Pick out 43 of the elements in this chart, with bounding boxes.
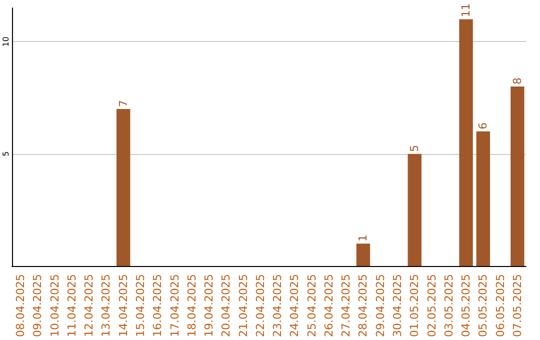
x-tick-label: 15.04.2025 bbox=[134, 274, 147, 338]
bar bbox=[459, 19, 473, 266]
x-tick-label: 25.04.2025 bbox=[305, 274, 318, 338]
x-tick-label: 17.04.2025 bbox=[168, 274, 182, 338]
x-tick-label: 09.04.2025 bbox=[31, 274, 44, 338]
x-tick-label: 11.04.2025 bbox=[65, 274, 78, 338]
data-label: 5 bbox=[408, 144, 422, 152]
bar bbox=[408, 154, 422, 266]
x-tick-label: 18.04.2025 bbox=[185, 274, 198, 338]
data-label: 7 bbox=[116, 100, 130, 107]
bar bbox=[476, 131, 490, 266]
x-tick-label: 24.04.2025 bbox=[288, 274, 302, 338]
data-label: 11 bbox=[460, 3, 473, 18]
x-tick-label: 20.04.2025 bbox=[220, 274, 233, 338]
x-tick-label: 28.04.2025 bbox=[356, 274, 370, 338]
bar bbox=[116, 108, 130, 266]
x-tick-label: 13.04.2025 bbox=[100, 274, 113, 338]
data-label: 8 bbox=[510, 78, 524, 85]
x-tick-label: 01.05.2025 bbox=[408, 274, 422, 338]
x-tick-label: 02.05.2025 bbox=[425, 274, 438, 338]
x-tick-label: 22.04.2025 bbox=[254, 274, 267, 338]
x-tick-label: 19.04.2025 bbox=[202, 274, 216, 338]
x-tick-label: 16.04.2025 bbox=[151, 274, 164, 338]
data-label: 1 bbox=[356, 234, 370, 242]
x-tick-label: 30.04.2025 bbox=[391, 274, 404, 338]
x-tick-label: 29.04.2025 bbox=[374, 274, 387, 338]
x-tick-label: 27.04.2025 bbox=[340, 274, 353, 338]
bar bbox=[510, 86, 524, 266]
x-tick-label: 14.04.2025 bbox=[116, 274, 130, 338]
x-tick-label: 04.05.2025 bbox=[460, 274, 473, 338]
x-tick-label: 06.05.2025 bbox=[494, 274, 507, 338]
x-tick-label: 26.04.2025 bbox=[322, 274, 336, 338]
x-tick-label: 10.04.2025 bbox=[48, 274, 62, 338]
x-tick-label: 23.04.2025 bbox=[271, 274, 284, 338]
x-tick-label: 21.04.2025 bbox=[236, 274, 250, 338]
bar bbox=[356, 244, 370, 266]
x-tick-label: 03.05.2025 bbox=[442, 274, 456, 338]
data-label: 6 bbox=[476, 122, 490, 130]
x-tick-label: 08.04.2025 bbox=[14, 274, 28, 338]
y-tick-label: 10 bbox=[2, 36, 10, 47]
x-tick-label: 05.05.2025 bbox=[476, 274, 490, 338]
x-tick-label: 07.05.2025 bbox=[510, 274, 524, 338]
x-tick-label: 12.04.2025 bbox=[82, 274, 96, 338]
